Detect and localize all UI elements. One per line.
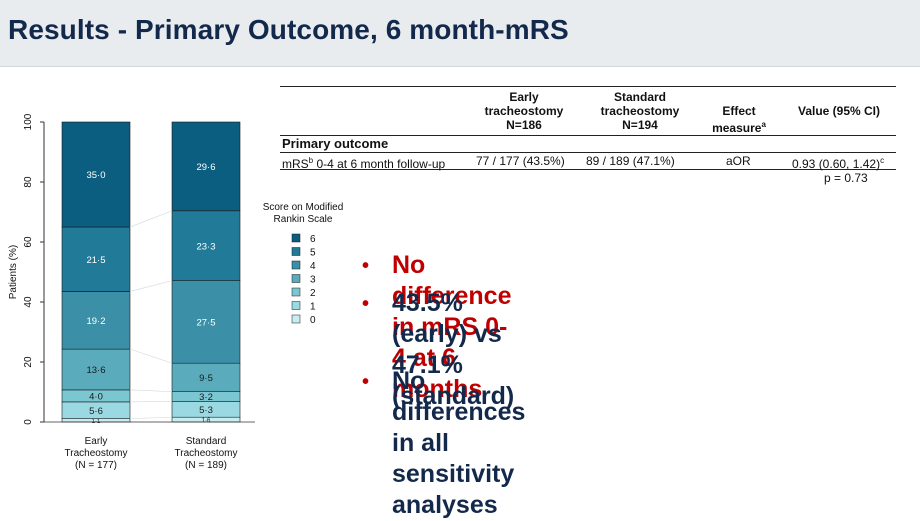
table-header: Early tracheostomy N=186 Standard trache… — [280, 86, 896, 136]
legend-label: 6 — [310, 234, 316, 245]
bar-value-label: 3·2 — [199, 392, 213, 403]
table-row-p: p = 0.73 — [280, 170, 896, 185]
category-label: Early — [85, 436, 108, 447]
bar-value-label: 1·6 — [202, 418, 211, 424]
bar-value-label: 4·0 — [89, 391, 103, 402]
p-value: p = 0.73 — [824, 171, 868, 185]
y-tick-label: 80 — [23, 176, 34, 188]
legend-label: 4 — [310, 261, 316, 272]
bullet-text: No differences in all sensitivity analyse… — [392, 367, 526, 519]
results-table: Early tracheostomy N=186 Standard trache… — [280, 86, 896, 185]
group-label: Primary outcome — [280, 136, 896, 153]
category-label: Standard — [186, 436, 227, 447]
header-early: Early tracheostomy N=186 — [484, 90, 564, 132]
bar-segment — [171, 362, 241, 393]
header-effect: Effect measurea — [712, 104, 766, 135]
connector-line — [129, 210, 173, 228]
y-tick-label: 40 — [23, 296, 34, 308]
table-row: mRSb 0-4 at 6 month follow-up 77 / 177 (… — [280, 153, 896, 171]
legend-label: 2 — [310, 288, 316, 299]
cell-early: 77 / 177 (43.5%) — [476, 154, 565, 168]
bar-segment — [61, 226, 131, 292]
connector-line — [129, 348, 173, 364]
bar-value-label: 13·6 — [86, 365, 105, 376]
bar-value-label: 35·0 — [86, 170, 105, 181]
bar-segment — [61, 291, 131, 350]
category-label: (N = 177) — [75, 460, 117, 471]
legend-swatch — [291, 314, 301, 324]
cell-value: 0.93 (0.60, 1.42)c — [792, 156, 885, 171]
category-label: Tracheostomy — [65, 448, 128, 459]
header-value: Value (95% CI) — [797, 104, 881, 118]
legend-title: Rankin Scale — [274, 214, 333, 225]
legend-label: 5 — [310, 248, 316, 259]
legend-swatch — [291, 233, 301, 243]
y-axis-label: Patients (%) — [8, 245, 19, 299]
bullet-dot: • — [362, 293, 370, 315]
bar-value-label: 27·5 — [196, 317, 215, 328]
connector-line — [129, 416, 173, 420]
legend-swatch — [291, 274, 301, 283]
bullet-dot: • — [362, 371, 370, 393]
bar-value-label: 5·3 — [199, 405, 213, 416]
slide-title: Results - Primary Outcome, 6 month-mRS — [8, 14, 569, 45]
bar-segment — [171, 121, 241, 212]
legend-label: 0 — [310, 315, 316, 326]
bar-value-label: 9·5 — [199, 373, 213, 384]
connector-line — [129, 400, 173, 403]
bullet-text: 43.5% (early) vs 47.1% (standard) — [392, 289, 515, 410]
row-label: mRSb 0-4 at 6 month follow-up — [282, 156, 446, 171]
bar-value-label: 21·5 — [86, 255, 105, 266]
bar-value-label: 19·2 — [86, 316, 105, 327]
connector-line — [129, 280, 173, 292]
y-tick-label: 20 — [23, 356, 34, 368]
legend-swatch — [291, 301, 301, 310]
bar-segment — [171, 210, 241, 282]
y-tick-label: 60 — [23, 236, 34, 248]
legend-title: Score on Modified — [263, 202, 344, 213]
cell-standard: 89 / 189 (47.1%) — [586, 154, 675, 168]
header-standard: Standard tracheostomy N=194 — [600, 90, 680, 132]
cell-effect: aOR — [726, 154, 751, 168]
bullet-dot: • — [362, 255, 370, 277]
category-label: (N = 189) — [185, 460, 227, 471]
connector-line — [129, 389, 173, 393]
title-bar: Results - Primary Outcome, 6 month-mRS — [0, 0, 920, 66]
legend-label: 1 — [310, 302, 316, 313]
legend-swatch — [291, 247, 301, 256]
legend-swatch — [291, 260, 301, 270]
bar-segment — [171, 280, 241, 364]
category-label: Tracheostomy — [175, 448, 238, 459]
y-tick-label: 0 — [23, 419, 34, 425]
bullet-text: No difference in mRS 0-4 at 6 months — [392, 251, 512, 403]
bar-segment — [61, 121, 131, 228]
y-tick-label: 100 — [23, 113, 34, 130]
bar-value-label: 29·6 — [196, 162, 215, 173]
legend-label: 3 — [310, 275, 316, 286]
legend-swatch — [291, 287, 301, 297]
bar-value-label: 5·6 — [89, 406, 103, 417]
bar-value-label: 23·3 — [196, 241, 215, 252]
